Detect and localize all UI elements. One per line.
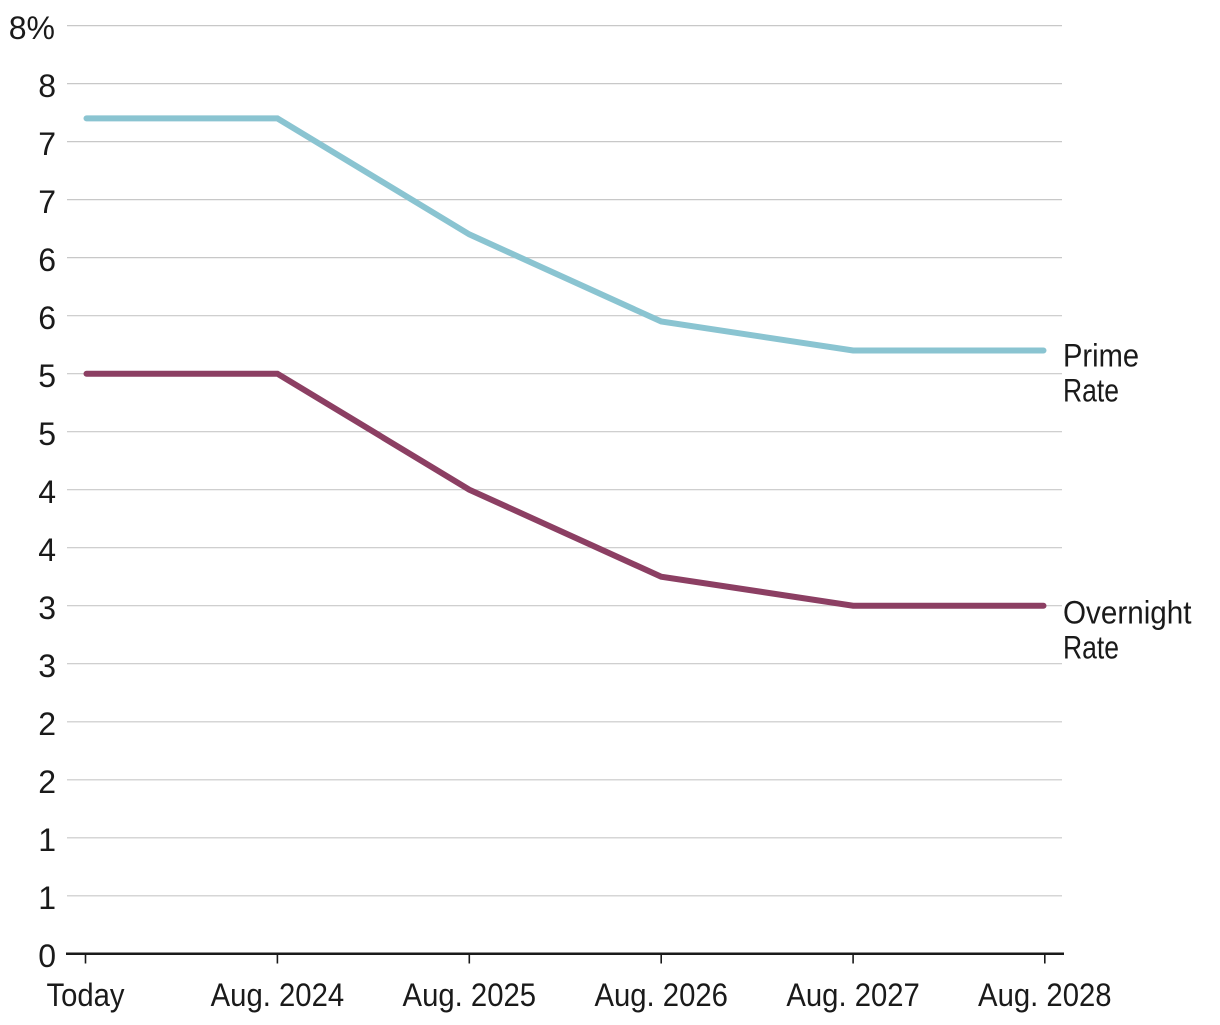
svg-text:3: 3 <box>38 590 56 626</box>
svg-text:Rate: Rate <box>1063 373 1119 409</box>
svg-text:Aug. 2027: Aug. 2027 <box>786 977 920 1013</box>
svg-text:2: 2 <box>38 706 56 742</box>
svg-text:Overnight: Overnight <box>1063 595 1192 631</box>
svg-text:1: 1 <box>38 822 56 858</box>
svg-text:4: 4 <box>38 474 56 510</box>
svg-text:3: 3 <box>38 648 56 684</box>
svg-text:Aug. 2026: Aug. 2026 <box>594 977 728 1013</box>
svg-text:2: 2 <box>38 764 56 800</box>
svg-text:6: 6 <box>38 300 56 336</box>
svg-text:Aug. 2028: Aug. 2028 <box>978 977 1112 1013</box>
svg-text:6: 6 <box>38 242 56 278</box>
svg-text:8: 8 <box>38 68 56 104</box>
svg-text:7: 7 <box>38 126 56 162</box>
svg-text:8%: 8% <box>9 10 55 46</box>
svg-text:Prime: Prime <box>1063 338 1139 374</box>
svg-text:Aug. 2024: Aug. 2024 <box>211 977 345 1013</box>
svg-text:5: 5 <box>38 358 56 394</box>
svg-text:0: 0 <box>38 938 56 974</box>
svg-text:1: 1 <box>38 880 56 916</box>
svg-text:Today: Today <box>47 977 125 1013</box>
svg-text:Aug. 2025: Aug. 2025 <box>403 977 537 1013</box>
svg-text:5: 5 <box>38 416 56 452</box>
svg-text:7: 7 <box>38 184 56 220</box>
svg-text:4: 4 <box>38 532 56 568</box>
svg-text:Rate: Rate <box>1063 630 1119 666</box>
